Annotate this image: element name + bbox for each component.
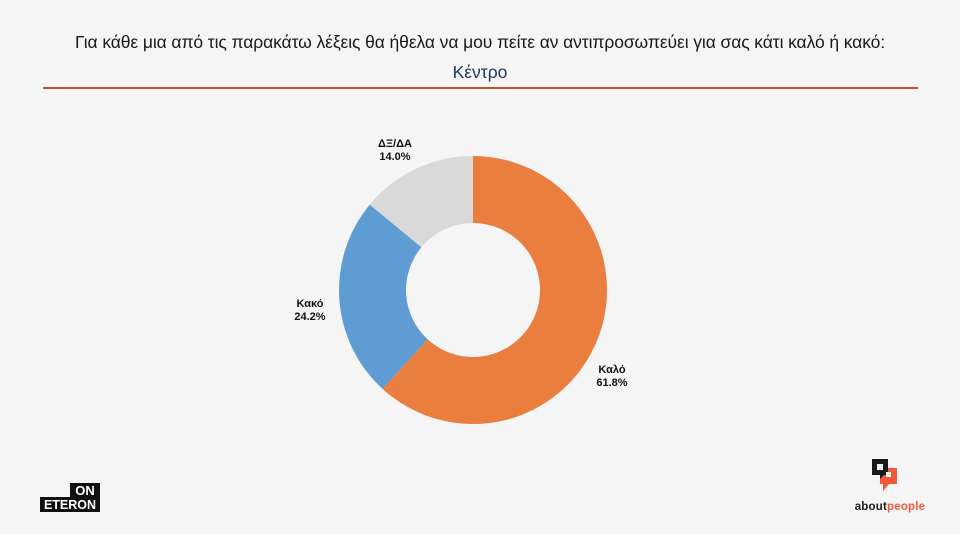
data-label-dxda-name: ΔΞ/ΔΑ (378, 138, 412, 150)
donut-slice-1 (338, 204, 428, 389)
logo-eteron-text: ETERON (44, 498, 96, 512)
speech-bubbles-icon (872, 459, 897, 491)
wordmark-about: about (854, 501, 888, 513)
title-divider (43, 87, 918, 89)
data-label-kako: Κακό 24.2% (280, 298, 340, 324)
data-label-dxda-value: 14.0% (379, 151, 411, 163)
data-label-kalo-value: 61.8% (596, 377, 628, 389)
data-label-kalo: Καλό 61.8% (582, 364, 642, 390)
donut-slice-2 (369, 156, 473, 248)
chart-question-title: Για κάθε μια από τις παρακάτω λέξεις θα … (74, 32, 886, 52)
donut-slice-0 (382, 156, 607, 424)
data-label-kako-name: Κακό (296, 298, 324, 310)
on-eteron-logo: ON ETERON (40, 483, 100, 518)
logo-on-text: ON (75, 483, 95, 498)
chart-subtitle: Κέντρο (452, 62, 508, 82)
aboutpeople-logo: aboutpeople (850, 458, 930, 513)
wordmark-people: people (887, 501, 926, 513)
data-label-kalo-name: Καλό (598, 364, 626, 376)
aboutpeople-wordmark: aboutpeople (850, 501, 930, 513)
data-label-dxda: ΔΞ/ΔΑ 14.0% (360, 138, 430, 164)
data-label-kako-value: 24.2% (294, 311, 326, 323)
